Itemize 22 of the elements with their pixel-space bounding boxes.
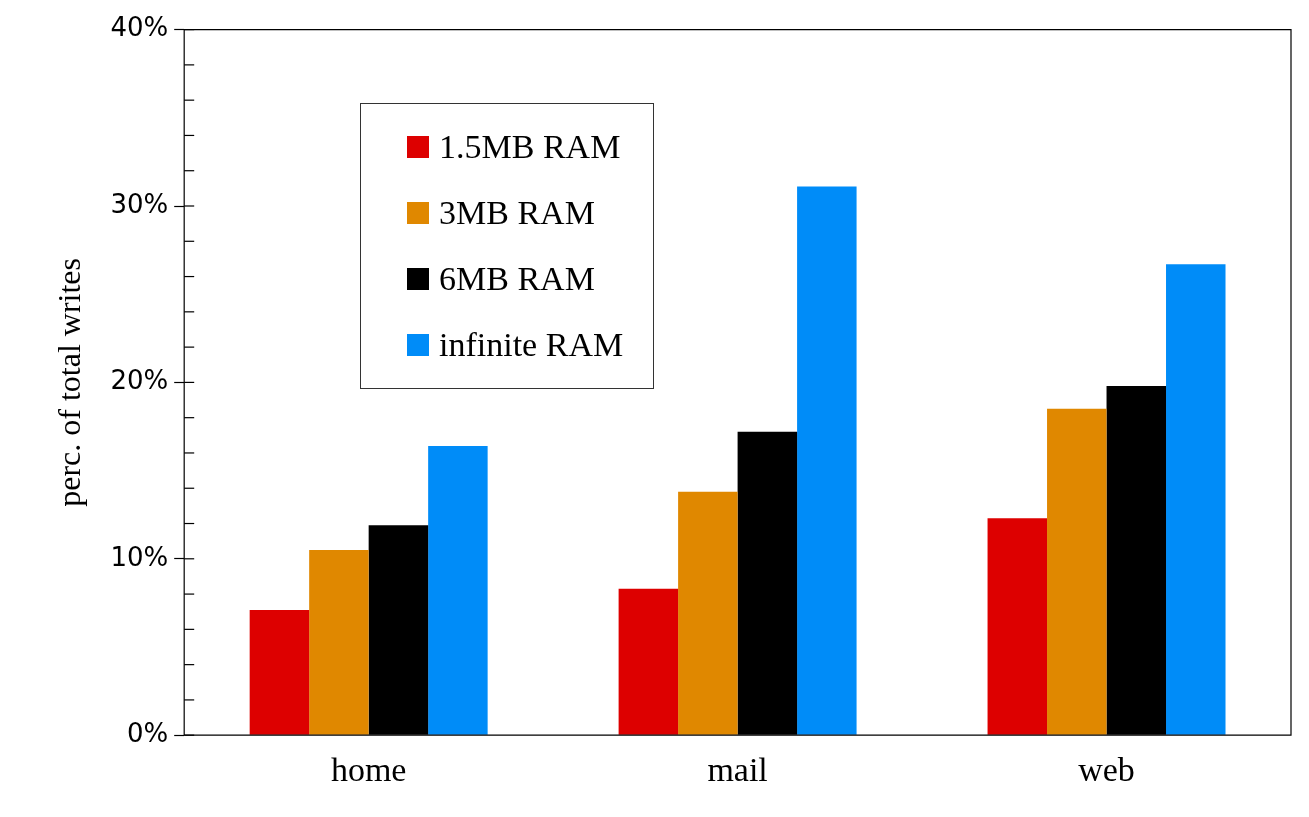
bar	[797, 186, 857, 735]
x-tick-label: mail	[707, 750, 768, 788]
bar	[1166, 264, 1226, 735]
y-tick-label: 20%	[110, 365, 169, 396]
bar	[309, 549, 369, 735]
x-tick-label: home	[330, 750, 407, 788]
legend-label: infinite RAM	[439, 326, 624, 364]
x-tick-label: web	[1078, 750, 1135, 788]
bar	[249, 609, 310, 735]
y-tick-label: 40%	[110, 12, 169, 43]
legend-label: 3MB RAM	[439, 194, 595, 232]
y-tick-label: 10%	[110, 541, 169, 572]
legend-label: 1.5MB RAM	[439, 128, 621, 166]
legend-label: 6MB RAM	[439, 260, 595, 298]
bar	[1047, 408, 1107, 735]
y-tick-label: 30%	[110, 188, 169, 219]
bar	[678, 491, 738, 735]
y-tick-label: 0%	[126, 717, 169, 748]
bar	[428, 445, 488, 735]
bar	[618, 588, 679, 735]
y-axis-title: perc. of total writes	[50, 258, 87, 507]
bar	[987, 518, 1048, 735]
